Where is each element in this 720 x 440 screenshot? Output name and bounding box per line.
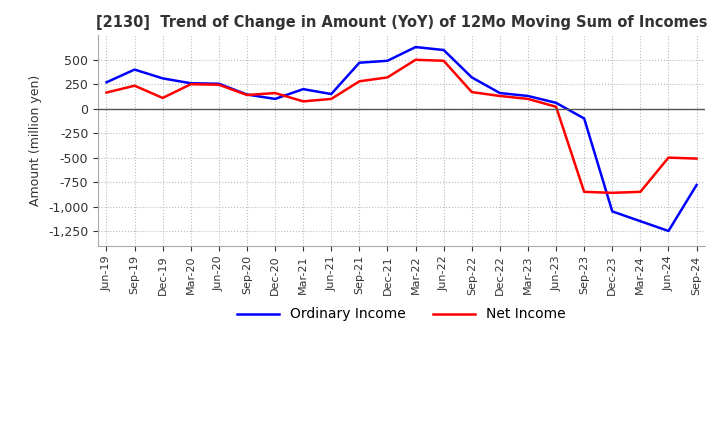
Ordinary Income xyxy=(130,67,139,72)
Ordinary Income xyxy=(271,96,279,102)
Net Income xyxy=(552,104,560,110)
Line: Ordinary Income: Ordinary Income xyxy=(107,47,696,231)
Net Income xyxy=(383,75,392,80)
Net Income xyxy=(186,81,195,87)
Ordinary Income xyxy=(580,116,588,121)
Net Income xyxy=(327,96,336,102)
Ordinary Income xyxy=(439,48,448,53)
Ordinary Income xyxy=(608,209,616,214)
Ordinary Income xyxy=(299,87,307,92)
Line: Net Income: Net Income xyxy=(107,60,696,193)
Legend: Ordinary Income, Net Income: Ordinary Income, Net Income xyxy=(232,302,572,327)
Net Income xyxy=(692,156,701,161)
Net Income xyxy=(495,93,504,99)
Ordinary Income xyxy=(636,219,644,224)
Net Income xyxy=(130,83,139,88)
Net Income xyxy=(271,90,279,95)
Net Income xyxy=(467,89,476,95)
Net Income xyxy=(580,189,588,194)
Ordinary Income xyxy=(411,44,420,50)
Ordinary Income xyxy=(523,93,532,99)
Net Income xyxy=(299,99,307,104)
Ordinary Income xyxy=(355,60,364,66)
Net Income xyxy=(608,190,616,195)
Ordinary Income xyxy=(327,92,336,97)
Ordinary Income xyxy=(186,81,195,86)
Net Income xyxy=(411,57,420,62)
Net Income xyxy=(523,96,532,102)
Ordinary Income xyxy=(383,58,392,63)
Net Income xyxy=(664,155,672,160)
Net Income xyxy=(439,58,448,63)
Ordinary Income xyxy=(495,90,504,95)
Net Income xyxy=(158,95,167,101)
Ordinary Income xyxy=(552,100,560,106)
Ordinary Income xyxy=(467,75,476,80)
Ordinary Income xyxy=(692,182,701,187)
Net Income xyxy=(243,92,251,98)
Ordinary Income xyxy=(215,81,223,86)
Net Income xyxy=(102,90,111,95)
Net Income xyxy=(355,79,364,84)
Ordinary Income xyxy=(158,76,167,81)
Ordinary Income xyxy=(102,80,111,85)
Net Income xyxy=(215,82,223,88)
Ordinary Income xyxy=(243,92,251,97)
Net Income xyxy=(636,189,644,194)
Ordinary Income xyxy=(664,228,672,234)
Title: [2130]  Trend of Change in Amount (YoY) of 12Mo Moving Sum of Incomes: [2130] Trend of Change in Amount (YoY) o… xyxy=(96,15,707,30)
Y-axis label: Amount (million yen): Amount (million yen) xyxy=(30,75,42,206)
